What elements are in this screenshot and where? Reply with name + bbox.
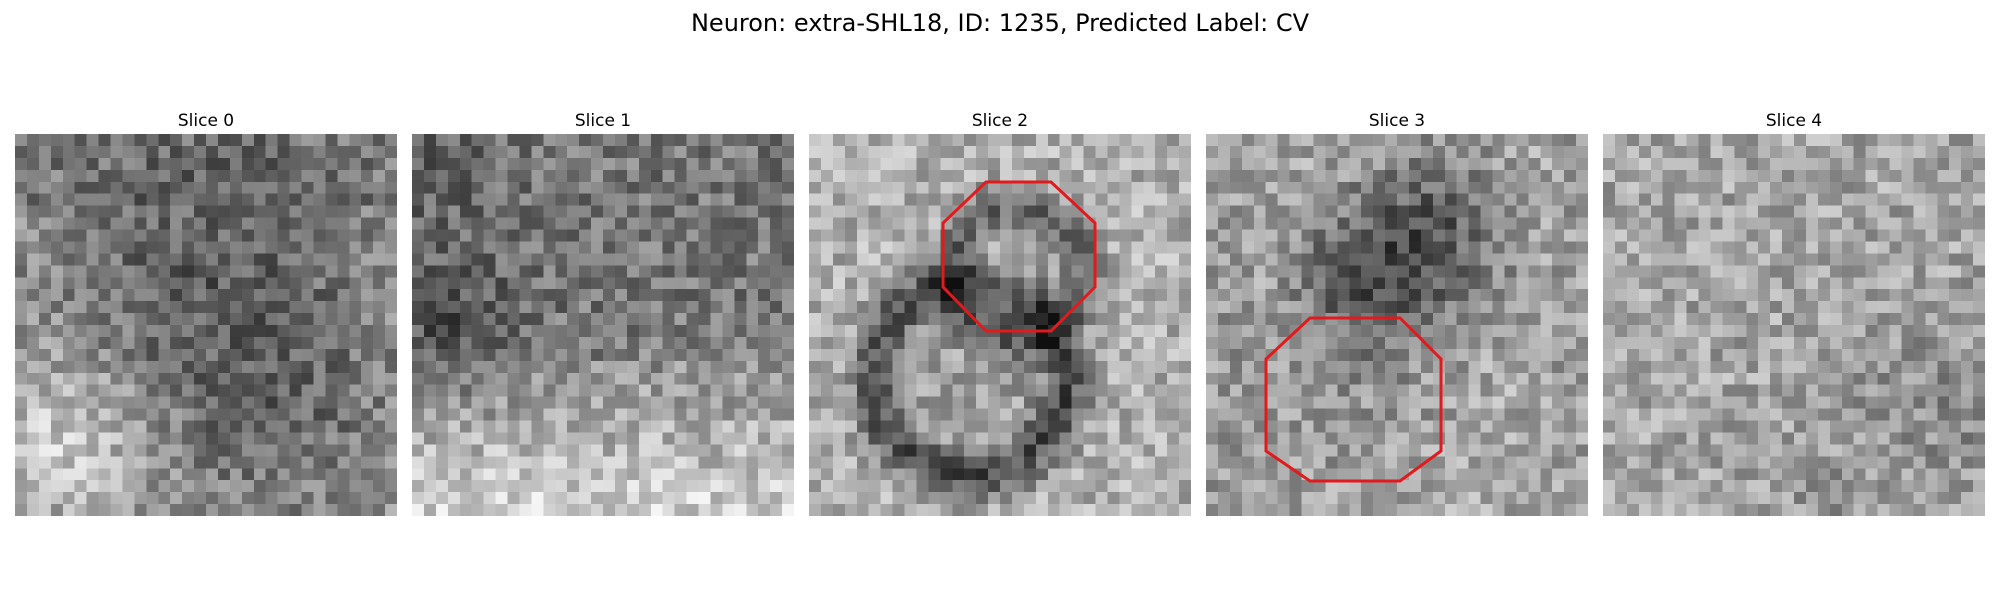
slice-panel-1: Slice 1 — [412, 108, 794, 516]
slice-image — [809, 134, 1191, 516]
slice-title: Slice 0 — [177, 111, 235, 131]
slice-panel-2: Slice 2 — [809, 108, 1191, 516]
slice-image — [15, 134, 397, 516]
slice-panel-3: Slice 3 — [1206, 108, 1588, 516]
slice-image — [1206, 134, 1588, 516]
figure-title: Neuron: extra-SHL18, ID: 1235, Predicted… — [690, 9, 1310, 37]
slice-title: Slice 1 — [574, 111, 632, 131]
slice-panel-0: Slice 0 — [15, 108, 397, 516]
slice-title: Slice 2 — [971, 111, 1029, 131]
slice-image — [412, 134, 794, 516]
slice-title: Slice 3 — [1368, 111, 1426, 131]
slice-title: Slice 4 — [1765, 111, 1823, 131]
slice-image — [1603, 134, 1985, 516]
slice-panel-4: Slice 4 — [1603, 108, 1985, 516]
